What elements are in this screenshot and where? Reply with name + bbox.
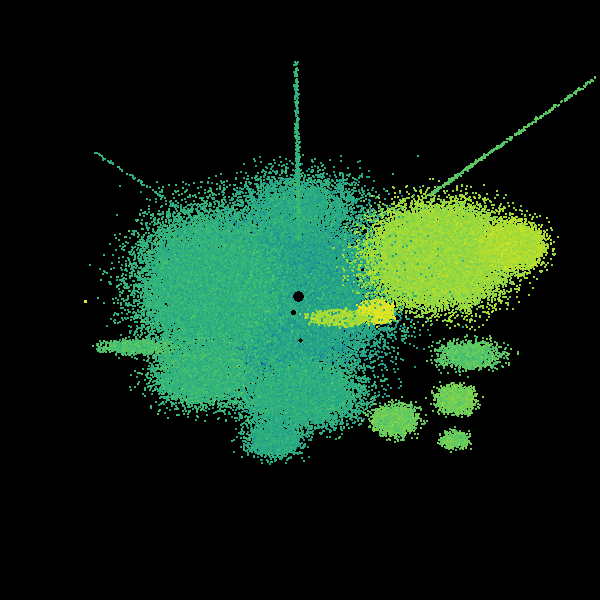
visualization-stage [0,0,600,600]
scatter-density-plot [0,0,600,600]
